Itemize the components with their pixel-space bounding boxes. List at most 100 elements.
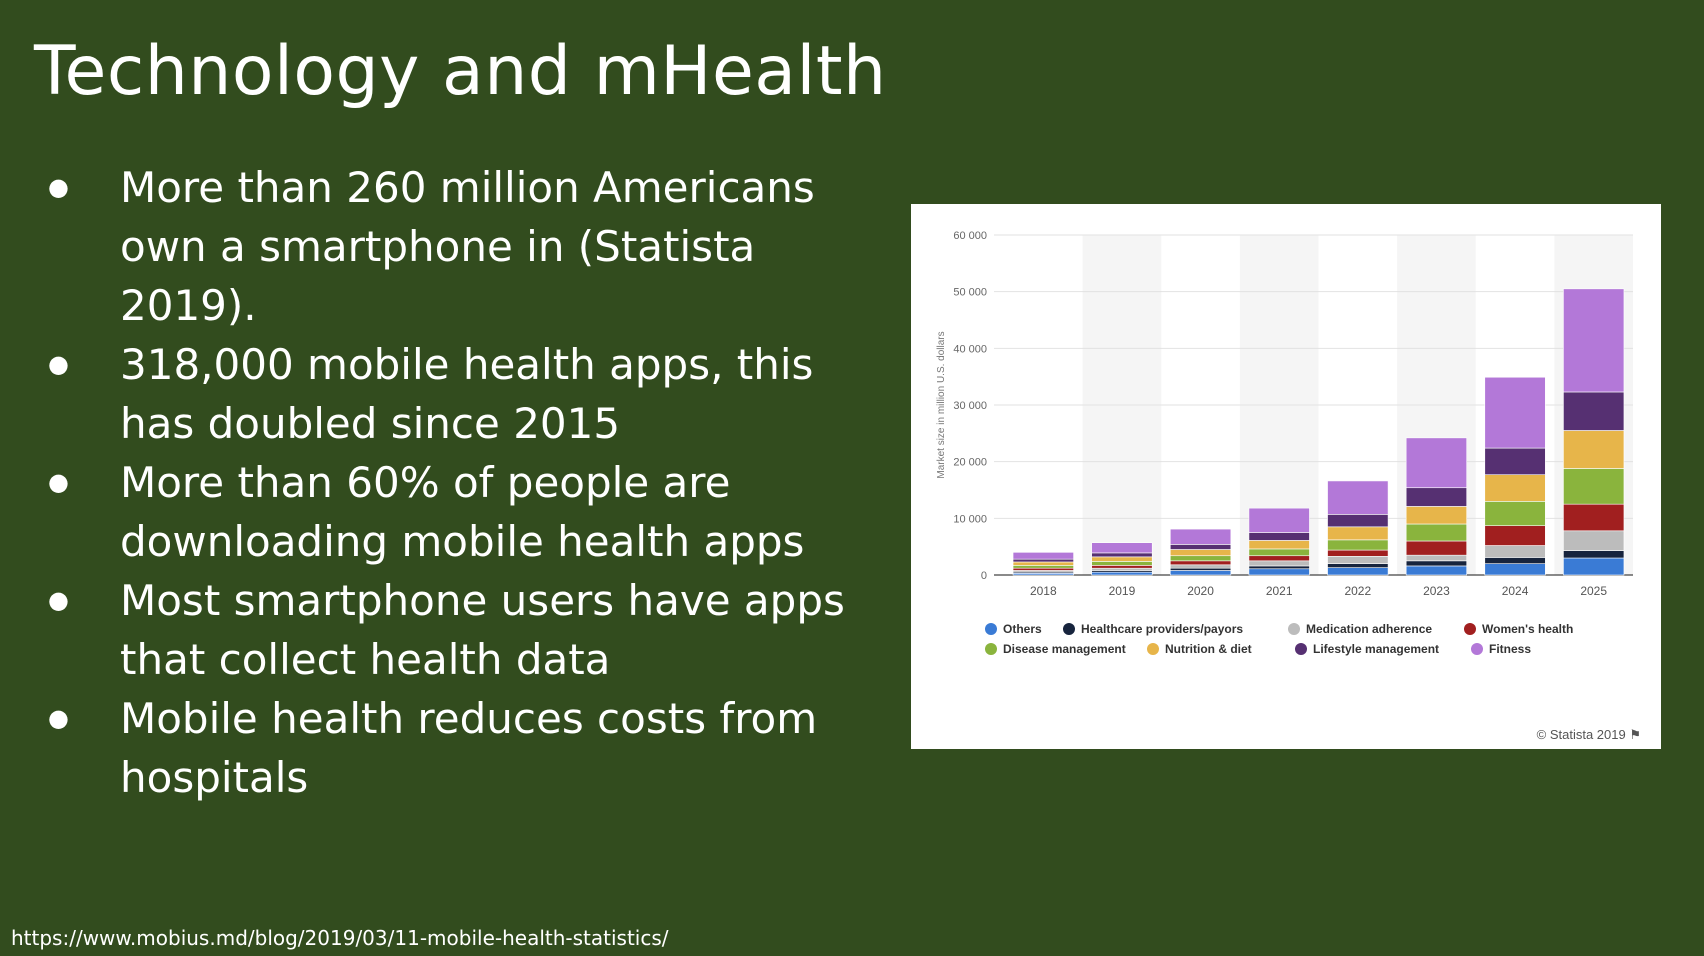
bar-segment bbox=[1563, 391, 1625, 431]
x-tick-label: 2023 bbox=[1423, 584, 1450, 598]
legend-swatch bbox=[1295, 643, 1307, 655]
y-tick-label: 40 000 bbox=[953, 343, 987, 355]
chart-credit-text: © Statista 2019 bbox=[1536, 727, 1626, 742]
y-tick-label: 20 000 bbox=[953, 457, 987, 469]
bar-segment bbox=[1248, 565, 1310, 570]
bar-segment bbox=[1012, 552, 1074, 560]
bar-segment bbox=[1327, 539, 1389, 551]
bar-segment bbox=[1248, 568, 1310, 576]
bar-segment bbox=[1091, 565, 1153, 569]
y-tick-label: 0 bbox=[981, 570, 987, 582]
bar-segment bbox=[1091, 552, 1153, 558]
bar-segment bbox=[1248, 532, 1310, 541]
legend-label: Fitness bbox=[1489, 642, 1531, 656]
bar-segment bbox=[1327, 514, 1389, 528]
legend-label: Disease management bbox=[1003, 642, 1126, 656]
bar-segment bbox=[1563, 530, 1625, 551]
legend-swatch bbox=[985, 623, 997, 635]
bar-segment bbox=[1169, 567, 1232, 571]
legend-label: Medication adherence bbox=[1306, 622, 1432, 636]
x-tick-label: 2019 bbox=[1109, 584, 1136, 598]
x-tick-label: 2018 bbox=[1030, 584, 1057, 598]
bar-segment bbox=[1405, 560, 1468, 567]
bar-segment bbox=[1484, 474, 1546, 502]
legend-swatch bbox=[1063, 623, 1075, 635]
bar-segment bbox=[1327, 567, 1389, 576]
bullet-item: More than 260 million Americans own a sm… bbox=[48, 158, 848, 335]
bar-segment bbox=[1248, 507, 1310, 533]
bar-segment bbox=[1091, 561, 1153, 566]
bar-segment bbox=[1484, 525, 1546, 546]
bullet-item: More than 60% of people are downloading … bbox=[48, 453, 848, 571]
bar-segment bbox=[1405, 540, 1468, 556]
bullet-item: 318,000 mobile health apps, this has dou… bbox=[48, 335, 848, 453]
legend-label: Lifestyle management bbox=[1313, 642, 1439, 656]
chart-credit: © Statista 2019 ⚑ bbox=[1537, 727, 1641, 743]
bar-segment bbox=[1327, 526, 1389, 541]
bar-segment bbox=[1484, 501, 1546, 527]
bullet-item: Most smartphone users have apps that col… bbox=[48, 571, 848, 689]
legend-label: Women's health bbox=[1482, 622, 1573, 636]
bar-segment bbox=[1169, 570, 1232, 576]
bullet-item: Mobile health reduces costs from hospita… bbox=[48, 689, 848, 807]
bar-segment bbox=[1484, 376, 1546, 449]
bar-segment bbox=[1563, 430, 1625, 469]
y-axis-label: Market size in million U.S. dollars bbox=[936, 331, 947, 478]
legend-label: Others bbox=[1003, 622, 1042, 636]
bar-segment bbox=[1484, 447, 1546, 475]
x-tick-label: 2021 bbox=[1266, 584, 1293, 598]
flag-icon: ⚑ bbox=[1629, 727, 1641, 742]
bar-segment bbox=[1405, 437, 1468, 489]
bar-segment bbox=[1484, 563, 1546, 576]
y-tick-label: 50 000 bbox=[953, 287, 987, 299]
bar-segment bbox=[1169, 564, 1232, 569]
y-tick-label: 30 000 bbox=[953, 400, 987, 412]
x-tick-label: 2024 bbox=[1502, 584, 1529, 598]
bar-segment bbox=[1484, 557, 1546, 564]
bar-segment bbox=[1169, 544, 1232, 550]
bar-segment bbox=[1169, 528, 1232, 545]
bar-segment bbox=[1405, 523, 1468, 542]
bar-segment bbox=[1169, 560, 1232, 566]
bar-segment bbox=[1484, 545, 1546, 558]
bar-segment bbox=[1563, 468, 1625, 505]
slide-title: Technology and mHealth bbox=[34, 32, 887, 111]
legend-swatch bbox=[1288, 623, 1300, 635]
y-tick-label: 10 000 bbox=[953, 513, 987, 525]
bar-segment bbox=[1327, 563, 1389, 568]
bar-segment bbox=[1091, 567, 1153, 571]
stacked-bar-chart: 0 10 000 20 000 30 000 40 000 50 000 60 000 Mar… bbox=[936, 230, 1633, 656]
bar-segment bbox=[1563, 550, 1625, 559]
bar-segment bbox=[1327, 555, 1389, 564]
x-tick-label: 2022 bbox=[1344, 584, 1371, 598]
bar-segment bbox=[1327, 480, 1389, 515]
bar-segment bbox=[1405, 506, 1468, 525]
bar-segment bbox=[1012, 565, 1074, 569]
bar-segment bbox=[1012, 558, 1074, 563]
bar-segment bbox=[1405, 565, 1468, 576]
legend-swatch bbox=[985, 643, 997, 655]
bar-segment bbox=[1248, 548, 1310, 557]
bar-segment bbox=[1405, 487, 1468, 507]
bar-segment bbox=[1012, 561, 1074, 566]
bar-segment bbox=[1405, 554, 1468, 562]
bar-segment bbox=[1248, 540, 1310, 550]
x-tick-label: 2020 bbox=[1187, 584, 1214, 598]
bar-segment bbox=[1248, 560, 1310, 567]
legend-swatch bbox=[1147, 643, 1159, 655]
source-url[interactable]: https://www.mobius.md/blog/2019/03/11-mo… bbox=[11, 926, 669, 950]
bar-segment bbox=[1248, 555, 1310, 562]
x-tick-label: 2025 bbox=[1580, 584, 1607, 598]
bar-segment bbox=[1169, 549, 1232, 557]
bar-segment bbox=[1091, 571, 1153, 576]
bar-segment bbox=[1563, 503, 1625, 532]
y-tick-label: 60 000 bbox=[953, 230, 987, 242]
bar-segment bbox=[1012, 567, 1074, 571]
legend-swatch bbox=[1464, 623, 1476, 635]
bullet-list: More than 260 million Americans own a sm… bbox=[48, 158, 848, 807]
legend-label: Nutrition & diet bbox=[1165, 642, 1252, 656]
legend-swatch bbox=[1471, 643, 1483, 655]
bar-segment bbox=[1091, 542, 1153, 554]
chart-card: 0 10 000 20 000 30 000 40 000 50 000 60 000 Mar… bbox=[911, 204, 1661, 749]
bar-segment bbox=[1563, 557, 1625, 576]
